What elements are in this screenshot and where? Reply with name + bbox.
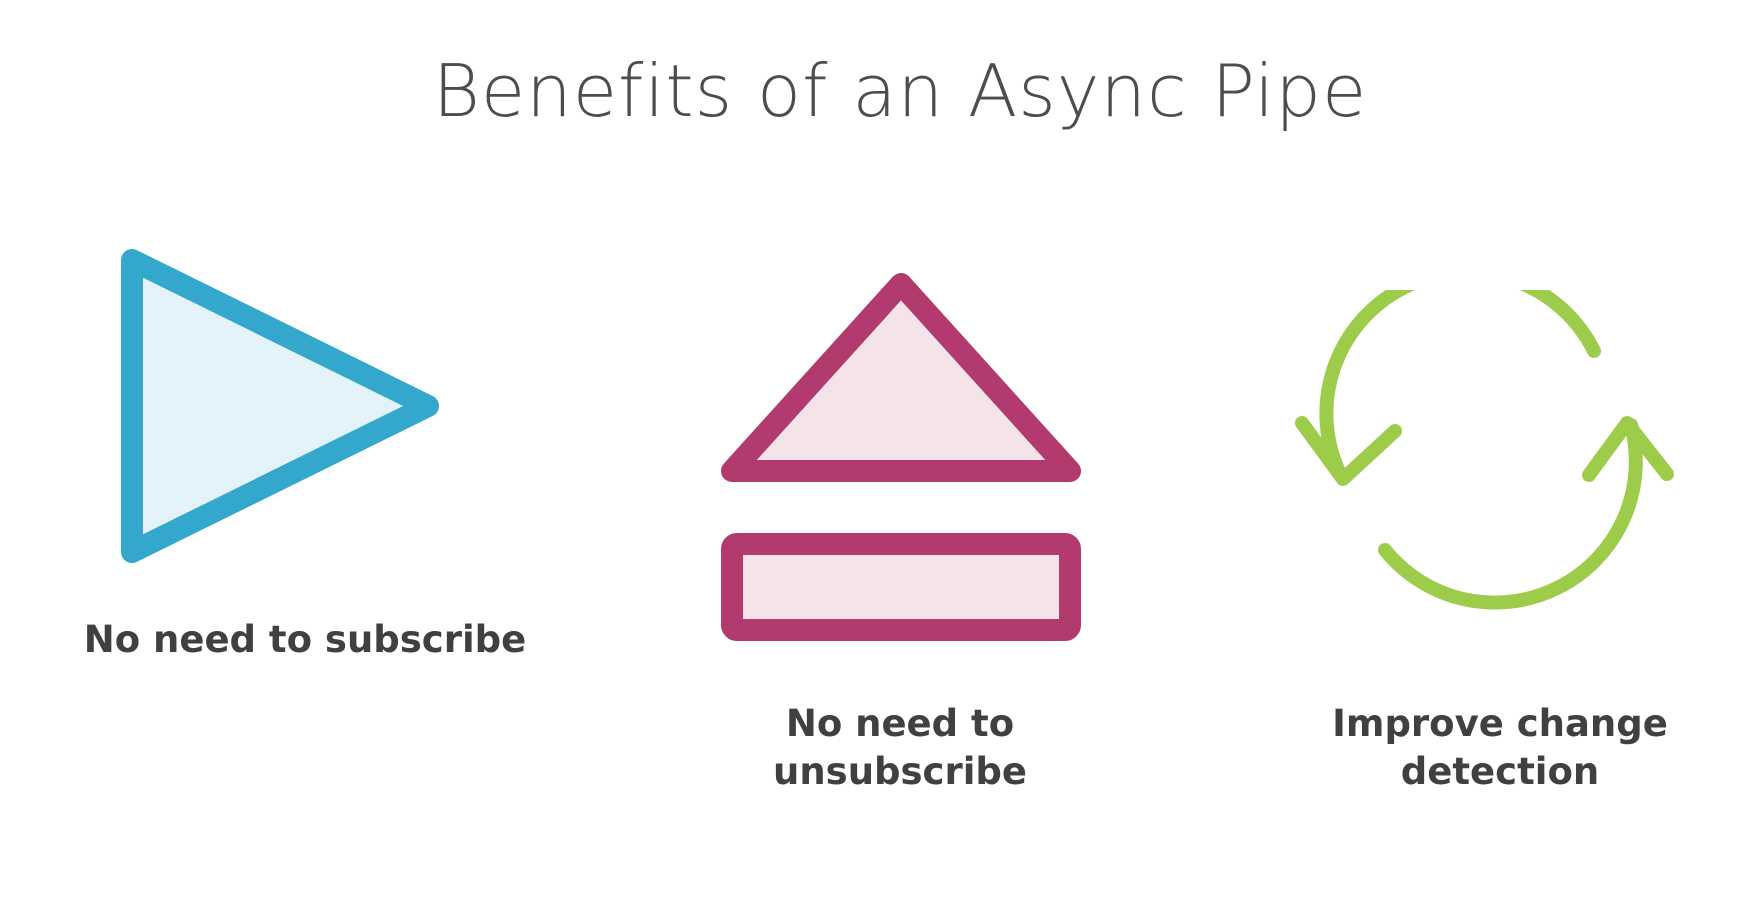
caption-subscribe: No need to subscribe	[60, 616, 550, 664]
caption-line: detection	[1400, 750, 1600, 793]
eject-icon	[721, 273, 1081, 641]
caption-line: Improve change	[1332, 702, 1668, 745]
caption-line: unsubscribe	[773, 750, 1027, 793]
refresh-icon	[1295, 265, 1674, 610]
benefit-subscribe	[110, 238, 450, 578]
slide-title: Benefits of an Async Pipe	[432, 49, 1368, 133]
benefit-unsubscribe	[714, 262, 1088, 652]
caption-unsubscribe: No need to unsubscribe	[650, 700, 1150, 796]
play-icon	[121, 249, 439, 563]
caption-line: No need to	[785, 702, 1015, 745]
caption-line: No need to subscribe	[83, 618, 527, 661]
caption-change-detection: Improve change detection	[1250, 700, 1750, 796]
benefit-change-detection	[1290, 265, 1710, 630]
